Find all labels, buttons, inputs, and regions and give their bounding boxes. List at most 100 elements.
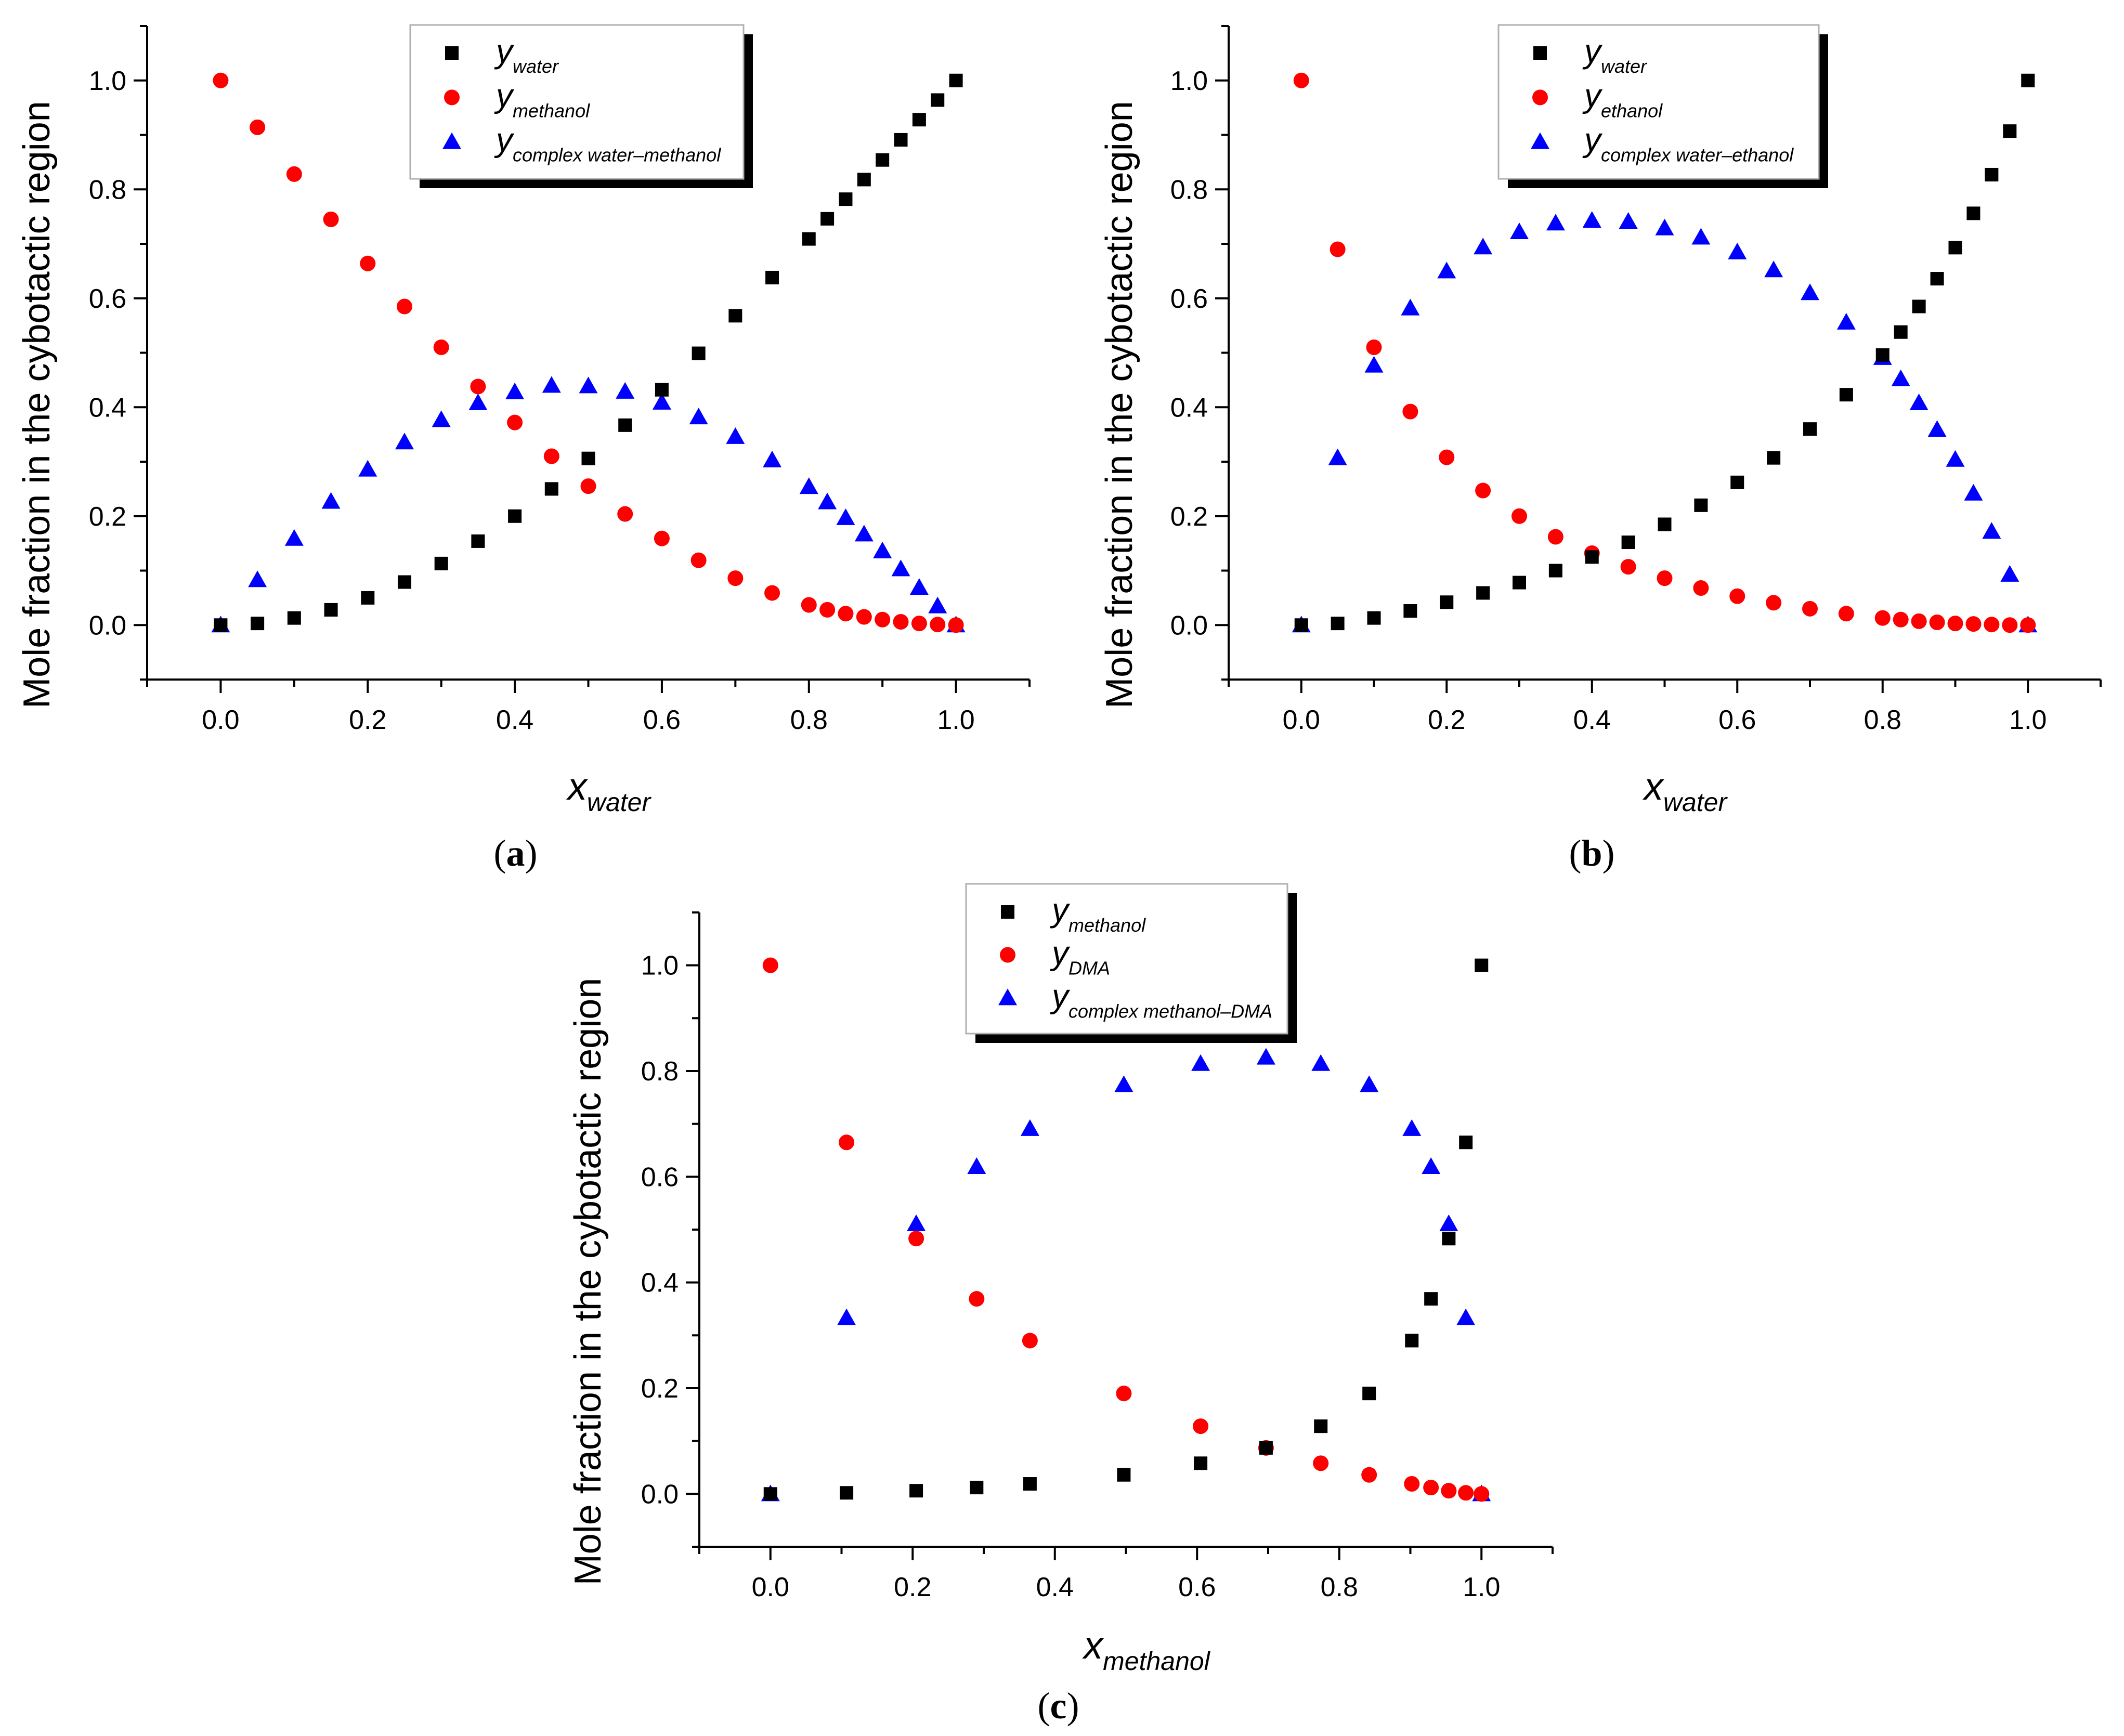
x-tick-label: 1.0 <box>1463 1572 1500 1602</box>
data-point <box>1874 610 1891 626</box>
data-point <box>1929 615 1945 631</box>
data-point <box>579 376 598 394</box>
legend-entry: ymethanol <box>1050 891 1146 936</box>
data-point <box>911 616 927 632</box>
data-point <box>1893 611 1909 628</box>
series-methanol <box>213 72 964 633</box>
data-point <box>1311 1054 1331 1071</box>
data-point <box>875 611 891 628</box>
y-tick-label: 0.4 <box>641 1268 679 1298</box>
data-point <box>854 525 874 542</box>
data-point <box>1475 482 1491 499</box>
panel-label: (c) <box>1038 1685 1079 1727</box>
y-tick-label: 0.0 <box>641 1479 679 1509</box>
data-point <box>1655 218 1674 236</box>
data-point <box>873 541 892 558</box>
data-point <box>1912 299 1926 314</box>
data-point <box>969 1291 985 1307</box>
chart-panel-1: 0.0 0.2 0.4 0.6 0.8 1.0 0.0 0.2 0.4 0.6 0.8 1.0 Mole… <box>16 24 1031 874</box>
data-point <box>820 212 835 226</box>
data-point <box>250 119 266 135</box>
data-point <box>764 585 780 601</box>
data-point <box>1657 570 1673 586</box>
data-point <box>1585 550 1599 564</box>
data-point <box>652 393 671 410</box>
data-point <box>930 617 946 633</box>
data-point <box>1801 283 1819 301</box>
data-point <box>468 393 488 410</box>
data-point <box>1475 958 1489 972</box>
legend-entry: yethanol <box>1582 76 1663 121</box>
data-point <box>323 211 339 227</box>
data-point <box>1658 517 1672 531</box>
data-point <box>1441 1483 1457 1499</box>
x-axis-label: xwater <box>566 765 652 817</box>
data-point <box>1459 1135 1473 1150</box>
data-point <box>1691 228 1711 245</box>
data-point <box>1694 498 1708 512</box>
data-point <box>581 451 595 465</box>
data-point <box>1513 576 1526 590</box>
data-point <box>397 575 411 589</box>
data-point <box>1838 606 1854 622</box>
y-tick-label: 0.6 <box>641 1162 679 1192</box>
data-point <box>248 570 267 588</box>
x-axis-label-main: x <box>1643 765 1665 808</box>
data-point <box>214 618 228 632</box>
data-point <box>1022 1333 1038 1349</box>
legend-marker <box>998 988 1017 1006</box>
data-point <box>434 556 448 570</box>
data-point <box>1474 1486 1490 1502</box>
data-point <box>1439 449 1455 465</box>
data-point <box>838 606 854 622</box>
x-tick-label: 0.6 <box>1178 1572 1216 1602</box>
y-axis-label: Mole fraction in the cybotactic region <box>16 101 58 709</box>
data-point <box>1802 601 1818 617</box>
data-point <box>836 508 855 525</box>
x-axis-label-main: x <box>566 765 589 808</box>
legend-entry: ycomplex water–ethanol <box>1582 121 1794 166</box>
data-point <box>1328 448 1347 465</box>
data-point <box>1946 450 1965 467</box>
legend-entry: ycomplex water–methanol <box>494 121 721 166</box>
data-point <box>1511 508 1527 524</box>
data-point <box>837 1308 856 1325</box>
data-point <box>1764 260 1783 278</box>
data-point <box>1404 1476 1420 1492</box>
data-point <box>765 270 779 284</box>
data-point <box>1437 262 1456 279</box>
data-point <box>689 408 708 425</box>
data-point <box>1259 1441 1273 1455</box>
data-point <box>948 617 964 633</box>
data-point <box>1360 1075 1379 1092</box>
x-tick-label: 0.2 <box>349 705 386 735</box>
data-point <box>1020 1119 1039 1136</box>
data-point <box>654 530 670 546</box>
data-point <box>1803 422 1817 436</box>
data-point <box>763 450 782 467</box>
data-point <box>361 591 375 605</box>
data-point <box>618 418 632 432</box>
data-point <box>287 611 301 625</box>
data-point <box>1401 298 1420 316</box>
data-point <box>396 298 412 315</box>
data-point <box>284 529 304 546</box>
data-point <box>1293 72 1309 88</box>
data-point <box>1361 1467 1377 1483</box>
data-point <box>802 232 816 246</box>
y-tick-label: 0.8 <box>641 1056 679 1087</box>
series-water <box>214 73 963 632</box>
data-point <box>1621 536 1635 550</box>
x-tick-label: 1.0 <box>2009 705 2047 735</box>
y-tick-label: 0.2 <box>1170 502 1208 532</box>
series-complex-water-ethanol <box>1292 211 2038 633</box>
chart-panel-2: 0.0 0.2 0.4 0.6 0.8 1.0 0.0 0.2 0.4 0.6 0.8 1.0 Mole… <box>1099 24 2102 874</box>
x-axis-label-sub: methanol <box>1103 1647 1211 1676</box>
data-point <box>762 957 778 973</box>
data-point <box>763 1487 777 1501</box>
y-tick-label: 0.6 <box>1170 284 1208 314</box>
panel-label: (b) <box>1569 832 1614 874</box>
data-point <box>360 255 376 271</box>
data-point <box>1314 1419 1328 1433</box>
